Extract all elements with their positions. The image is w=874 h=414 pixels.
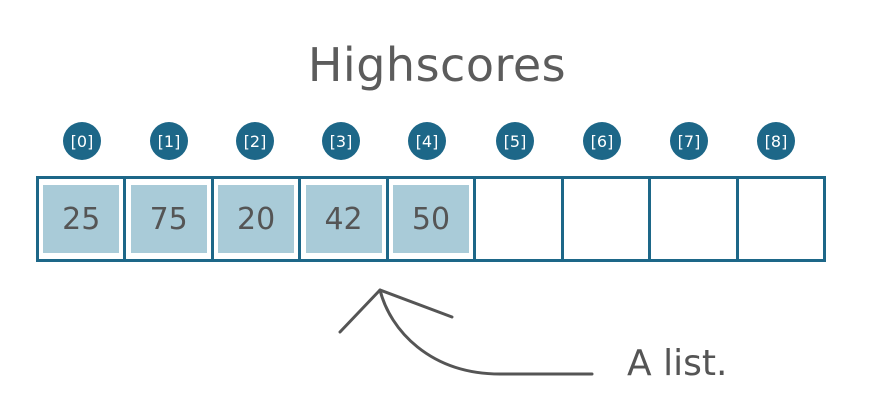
array-cell-4: 50 <box>389 179 477 259</box>
index-badge-1: [1] <box>150 122 188 160</box>
array-cell-7 <box>651 179 739 259</box>
index-badge-8: [8] <box>757 122 795 160</box>
array-cell-5 <box>476 179 564 259</box>
array-cells: 25 75 20 42 50 <box>36 176 826 262</box>
index-badge-5: [5] <box>496 122 534 160</box>
array-cell-6 <box>564 179 652 259</box>
array-value-4: 50 <box>392 185 469 253</box>
array-value-3: 42 <box>305 185 382 253</box>
index-badge-6: [6] <box>583 122 621 160</box>
diagram-title: Highscores <box>307 38 567 92</box>
annotation-label: A list. <box>627 343 728 384</box>
array-value-2: 20 <box>218 185 295 253</box>
arrowhead <box>338 288 454 334</box>
index-badge-2: [2] <box>236 122 274 160</box>
array-cell-3: 42 <box>301 179 389 259</box>
index-badge-3: [3] <box>322 122 360 160</box>
array-cell-0: 25 <box>39 179 127 259</box>
array-value-0: 25 <box>43 185 120 253</box>
array-cell-1: 75 <box>126 179 214 259</box>
array-value-1: 75 <box>130 185 207 253</box>
index-badge-7: [7] <box>670 122 708 160</box>
arrow-curve <box>378 288 594 376</box>
array-cell-2: 20 <box>214 179 302 259</box>
index-badge-4: [4] <box>408 122 446 160</box>
index-badge-0: [0] <box>63 122 101 160</box>
